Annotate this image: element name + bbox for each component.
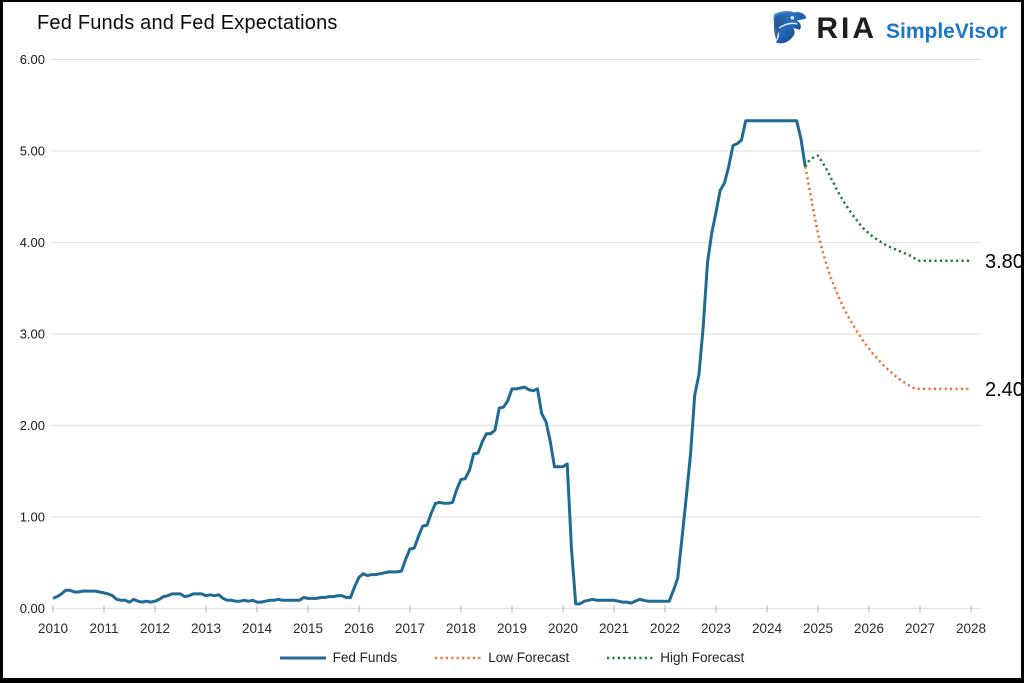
legend: Fed Funds Low Forecast High Forecast	[3, 650, 1021, 665]
y-axis-tick-label: 4.00	[20, 235, 45, 250]
y-axis-tick-label: 2.00	[20, 418, 45, 433]
x-axis-tick-label: 2011	[89, 621, 118, 636]
x-axis-tick-label: 2010	[38, 621, 68, 636]
legend-label: Low Forecast	[488, 650, 570, 665]
series-end-value-label: 3.80	[985, 251, 1024, 273]
x-axis-tick-label: 2020	[548, 621, 578, 636]
brand-logo: RIA SimpleVisor	[769, 10, 1007, 48]
y-axis-tick-label: 0.00	[20, 601, 45, 616]
chart-canvas: 0.00 1.00 2.00 3.00 4.00 5.00 6.00 2010 2011 2012…	[20, 52, 1024, 636]
x-axis-tick-label: 2018	[446, 621, 476, 636]
x-axis-tick-label: 2016	[344, 621, 374, 636]
legend-item-low-forecast: Low Forecast	[435, 650, 569, 665]
series-end-value-label: 2.40	[985, 379, 1024, 401]
x-axis-tick-label: 2022	[650, 621, 680, 636]
x-axis-tick-label: 2028	[956, 621, 986, 636]
legend-label: High Forecast	[660, 650, 745, 665]
brand-name: RIA	[816, 12, 877, 45]
x-axis-tick-label: 2013	[191, 621, 221, 636]
legend-item-fed-funds: Fed Funds	[279, 650, 398, 665]
x-axis-tick-label: 2012	[140, 621, 170, 636]
x-axis-tick-label: 2021	[599, 621, 629, 636]
series-high-forecast-line	[804, 154, 971, 263]
y-axis-tick-label: 3.00	[20, 327, 45, 342]
legend-label: Fed Funds	[332, 650, 398, 665]
y-axis-tick-label: 6.00	[20, 52, 45, 67]
chart-title: Fed Funds and Fed Expectations	[37, 12, 338, 34]
series-fed-funds-line	[52, 119, 807, 606]
legend-item-high-forecast: High Forecast	[607, 650, 744, 665]
x-axis-tick-label: 2014	[242, 621, 273, 636]
y-axis-tick-label: 5.00	[20, 144, 45, 159]
x-axis-tick-label: 2027	[905, 621, 935, 636]
x-axis-tick-label: 2023	[701, 621, 731, 636]
ria-eagle-icon	[773, 11, 807, 44]
x-axis-tick-label: 2025	[803, 621, 833, 636]
x-axis-tick-label: 2015	[293, 621, 323, 636]
brand-product: SimpleVisor	[886, 19, 1007, 43]
legend-line-solid	[279, 656, 326, 659]
x-axis-tick-label: 2019	[497, 621, 527, 636]
x-axis-tick-label: 2024	[752, 621, 783, 636]
x-axis-tick-label: 2026	[854, 621, 884, 636]
x-axis-tick-label: 2017	[395, 621, 425, 636]
y-axis-tick-label: 1.00	[20, 510, 45, 525]
series-low-forecast-line	[804, 166, 971, 391]
legend-line-dotted	[435, 656, 482, 659]
legend-line-dotted	[607, 656, 654, 659]
